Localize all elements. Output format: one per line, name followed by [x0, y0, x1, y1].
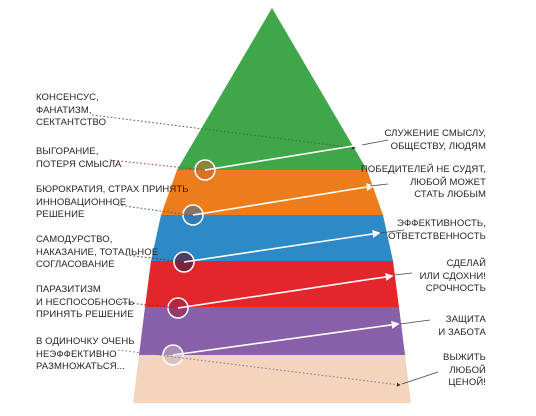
right-label-level-6: Выжить любой ценой! — [443, 352, 486, 388]
left-arrow-level-6 — [117, 349, 401, 387]
left-label-level-4: Самодурство, наказание, тотальное соглас… — [36, 234, 159, 270]
right-label-level-4: Сделай или сдохни! Срочность — [419, 258, 486, 294]
right-arrow-level-3 — [183, 229, 381, 263]
pyramid-level-3-blue — [151, 215, 393, 261]
right-label-level-2: Победителей не судят, любой может стать … — [360, 164, 486, 200]
right-label-level-3: Эффективность, ответственность — [388, 218, 486, 242]
left-arrow-level-1 — [91, 114, 356, 150]
left-arrow-level-3 — [117, 204, 197, 217]
connector-1 — [361, 139, 389, 146]
left-arrow-level-5 — [117, 301, 179, 309]
left-label-level-5: Паразитизм и неспособность принять решен… — [36, 284, 135, 320]
pyramid-level-6-beige — [133, 355, 411, 403]
right-label-level-1: Служение смыслу, обществу, людям — [384, 128, 486, 152]
right-white-arrows — [172, 140, 400, 356]
right-connector-lines — [361, 139, 439, 385]
right-arrow-level-1 — [204, 140, 374, 171]
connector-2 — [369, 183, 389, 187]
right-label-level-5: Защита и забота — [438, 314, 486, 338]
right-arrow-level-5 — [172, 320, 400, 356]
connector-5 — [399, 319, 431, 325]
pyramid-level-4-red — [145, 261, 399, 307]
left-label-level-3: Бюрократия, страх принять инновационное … — [36, 184, 189, 220]
pyramid-level-5-purple — [139, 307, 405, 355]
connector-4 — [394, 272, 413, 276]
pyramid-level-2-orange — [161, 170, 383, 215]
left-label-level-1: Консенсус, фанатизм, сектантство — [36, 92, 107, 128]
left-dotted-arrows — [91, 114, 401, 387]
left-label-level-6: В одиночку очень неэффективно размножать… — [36, 336, 135, 372]
right-arrow-level-4 — [177, 272, 394, 309]
left-label-level-2: Выгорание, потеря смысла — [36, 146, 122, 170]
right-arrow-level-2 — [192, 183, 375, 216]
connector-3 — [379, 229, 405, 234]
connector-6 — [401, 371, 439, 385]
left-arrow-level-2 — [109, 159, 206, 171]
pyramid-level-1-green — [177, 8, 367, 170]
